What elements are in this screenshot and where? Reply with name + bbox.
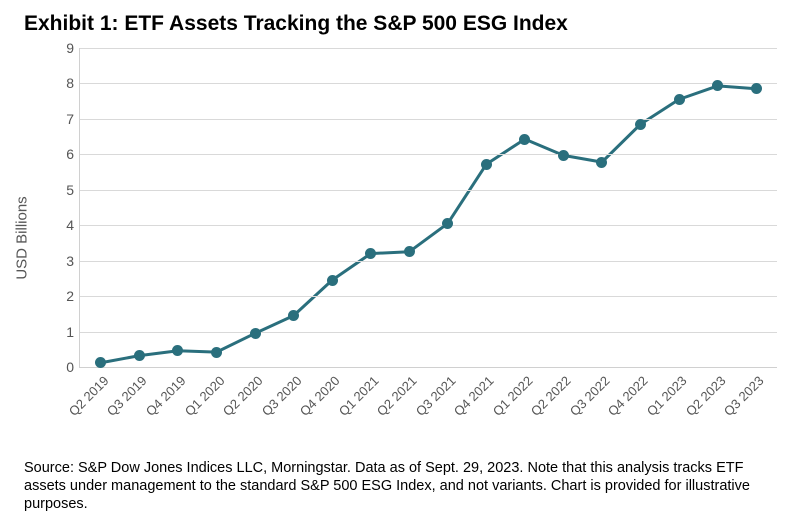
data-point (327, 275, 338, 286)
x-tick-label: Q1 2021 (335, 373, 381, 419)
y-tick-label: 3 (66, 253, 74, 269)
x-tick-label: Q2 2023 (682, 373, 728, 419)
grid-line (80, 154, 777, 155)
y-tick-label: 9 (66, 40, 74, 56)
exhibit-container: Exhibit 1: ETF Assets Tracking the S&P 5… (0, 0, 811, 527)
data-point (635, 119, 646, 130)
y-axis-label: USD Billions (14, 196, 31, 279)
grid-line (80, 225, 777, 226)
y-tick-label: 8 (66, 75, 74, 91)
x-tick-label: Q4 2021 (451, 373, 497, 419)
x-tick-label: Q4 2020 (297, 373, 343, 419)
y-tick-label: 4 (66, 217, 74, 233)
data-point (519, 134, 530, 145)
y-tick-label: 0 (66, 359, 74, 375)
data-point (404, 246, 415, 257)
x-tick-label: Q2 2020 (220, 373, 266, 419)
source-note: Source: S&P Dow Jones Indices LLC, Morni… (24, 459, 787, 513)
grid-line (80, 261, 777, 262)
chart-area: USD Billions 0123456789Q2 2019Q3 2019Q4 … (24, 38, 787, 438)
data-point (674, 94, 685, 105)
x-tick-label: Q3 2019 (104, 373, 150, 419)
data-point (596, 157, 607, 168)
x-tick-label: Q1 2020 (181, 373, 227, 419)
grid-line (80, 190, 777, 191)
grid-line (80, 119, 777, 120)
x-tick-label: Q1 2023 (644, 373, 690, 419)
x-tick-label: Q3 2023 (721, 373, 767, 419)
data-point (751, 83, 762, 94)
data-point (558, 150, 569, 161)
x-tick-label: Q2 2019 (66, 373, 112, 419)
x-tick-label: Q2 2022 (528, 373, 574, 419)
y-tick-label: 2 (66, 288, 74, 304)
x-tick-label: Q3 2022 (567, 373, 613, 419)
x-tick-label: Q2 2021 (374, 373, 420, 419)
chart-title: Exhibit 1: ETF Assets Tracking the S&P 5… (24, 12, 787, 36)
data-point (250, 328, 261, 339)
y-tick-label: 7 (66, 111, 74, 127)
grid-line (80, 48, 777, 49)
plot-region: 0123456789Q2 2019Q3 2019Q4 2019Q1 2020Q2… (79, 48, 777, 368)
grid-line (80, 332, 777, 333)
data-point (211, 347, 222, 358)
grid-line (80, 296, 777, 297)
y-tick-label: 1 (66, 324, 74, 340)
x-tick-label: Q3 2020 (258, 373, 304, 419)
x-tick-label: Q4 2022 (605, 373, 651, 419)
x-tick-label: Q1 2022 (490, 373, 536, 419)
line-series-svg (80, 48, 777, 367)
y-tick-label: 5 (66, 182, 74, 198)
grid-line (80, 83, 777, 84)
x-tick-label: Q3 2021 (412, 373, 458, 419)
data-point (481, 159, 492, 170)
x-tick-label: Q4 2019 (143, 373, 189, 419)
y-tick-label: 6 (66, 146, 74, 162)
